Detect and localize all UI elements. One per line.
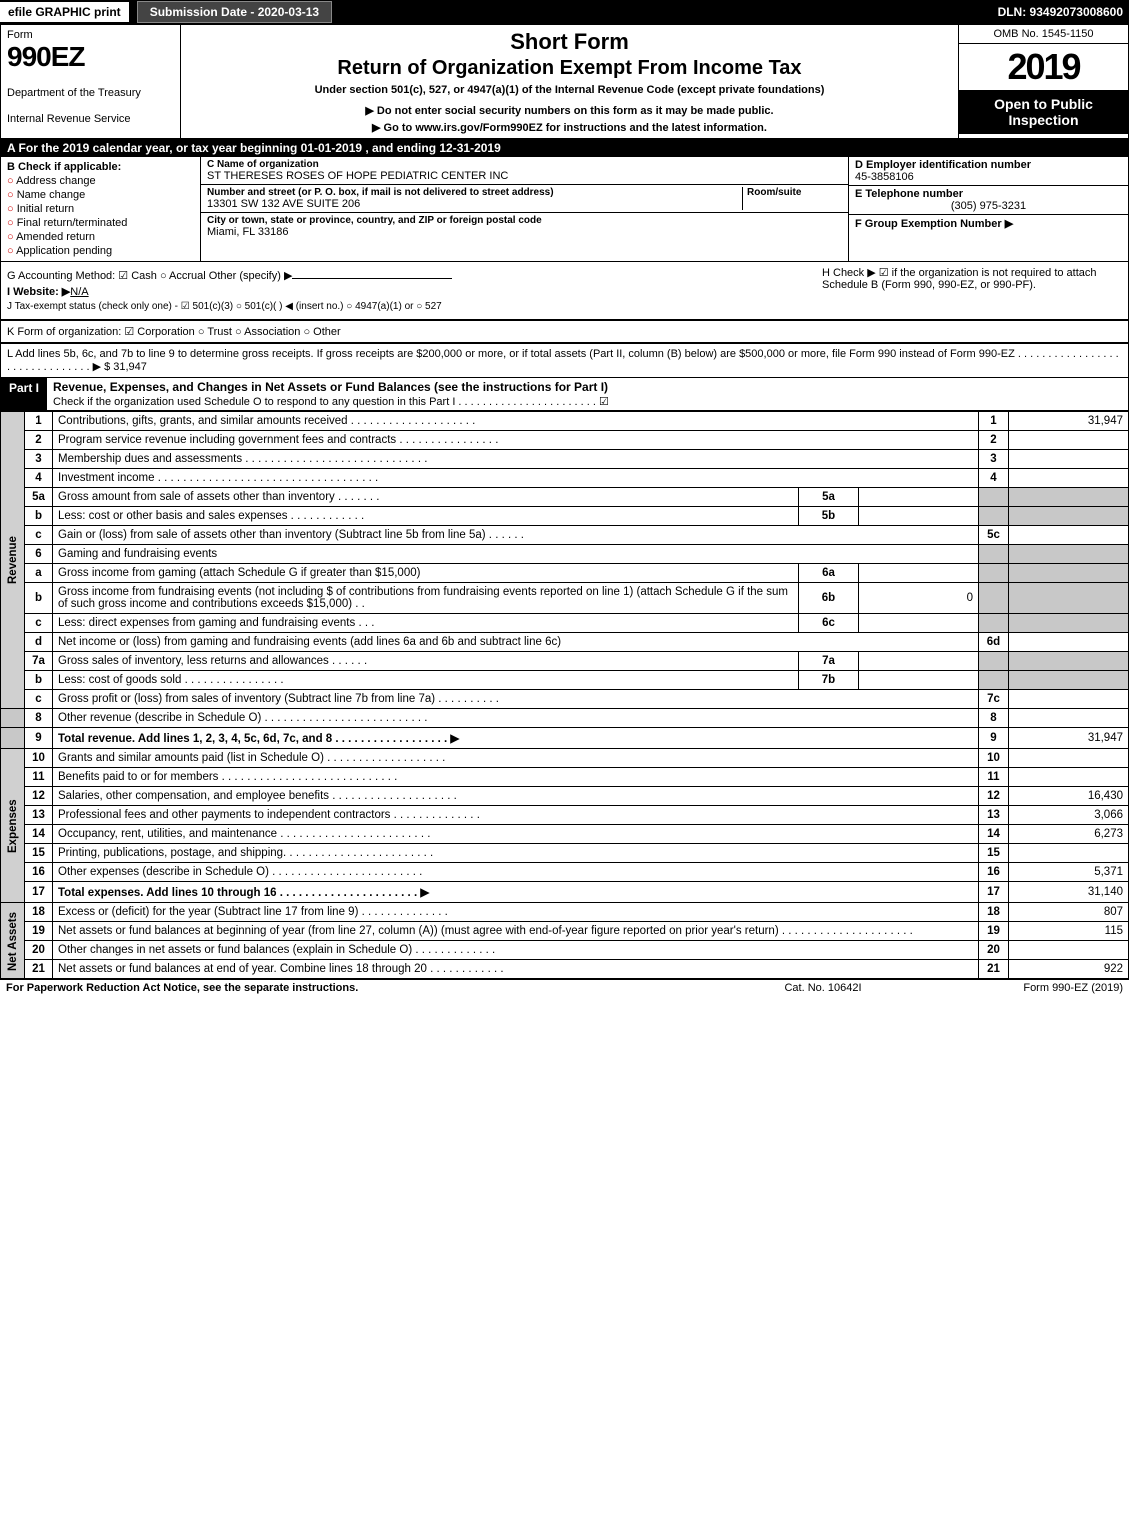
header-right: OMB No. 1545-1150 2019 Open to Public In… (958, 25, 1128, 138)
submission-date: Submission Date - 2020-03-13 (137, 1, 332, 23)
dln: DLN: 93492073008600 (998, 5, 1129, 19)
amt: 31,947 (1009, 412, 1129, 431)
footer-left: For Paperwork Reduction Act Notice, see … (6, 982, 723, 994)
label-group-exemption: F Group Exemption Number ▶ (855, 217, 1122, 230)
table-row: aGross income from gaming (attach Schedu… (1, 564, 1129, 583)
chk-name-change[interactable]: Name change (7, 189, 194, 201)
table-row: Expenses 10Grants and similar amounts pa… (1, 749, 1129, 768)
side-expenses: Expenses (1, 749, 25, 903)
under-section: Under section 501(c), 527, or 4947(a)(1)… (189, 84, 950, 96)
row-h: H Check ▶ ☑ if the organization is not r… (822, 266, 1122, 291)
rows-g-l: H Check ▶ ☑ if the organization is not r… (0, 262, 1129, 320)
table-row: 11Benefits paid to or for members . . . … (1, 768, 1129, 787)
table-row: cGross profit or (loss) from sales of in… (1, 690, 1129, 709)
table-row: cGain or (loss) from sale of assets othe… (1, 526, 1129, 545)
form-label: Form (7, 29, 174, 41)
part1-label: Part I (1, 378, 47, 410)
col-b-checkboxes: B Check if applicable: Address change Na… (1, 157, 201, 261)
table-row: bGross income from fundraising events (n… (1, 583, 1129, 614)
desc: Contributions, gifts, grants, and simila… (53, 412, 979, 431)
chk-final-return[interactable]: Final return/terminated (7, 217, 194, 229)
label-ein: D Employer identification number (855, 159, 1122, 171)
table-row: 8Other revenue (describe in Schedule O) … (1, 709, 1129, 728)
part1-sub: Check if the organization used Schedule … (53, 396, 609, 408)
open-to-public: Open to Public Inspection (959, 90, 1128, 134)
ln: 1 (25, 412, 53, 431)
table-row: 19Net assets or fund balances at beginni… (1, 922, 1129, 941)
table-row: 16Other expenses (describe in Schedule O… (1, 863, 1129, 882)
footer-form: Form 990-EZ (2019) (923, 982, 1123, 994)
topbar: efile GRAPHIC print Submission Date - 20… (0, 0, 1129, 24)
footer-cat: Cat. No. 10642I (723, 982, 923, 994)
table-row: 4Investment income . . . . . . . . . . .… (1, 469, 1129, 488)
table-row: 21Net assets or fund balances at end of … (1, 960, 1129, 979)
col-d-ids: D Employer identification number 45-3858… (848, 157, 1128, 261)
table-row: 3Membership dues and assessments . . . .… (1, 450, 1129, 469)
label-phone: E Telephone number (855, 188, 1122, 200)
table-row: 2Program service revenue including gover… (1, 431, 1129, 450)
table-row: dNet income or (loss) from gaming and fu… (1, 633, 1129, 652)
form-header: Form 990EZ Department of the Treasury In… (0, 24, 1129, 139)
note-ssn: ▶ Do not enter social security numbers o… (189, 104, 950, 117)
label-city: City or town, state or province, country… (207, 215, 842, 226)
table-row: cLess: direct expenses from gaming and f… (1, 614, 1129, 633)
side-revenue: Revenue (1, 412, 25, 709)
org-address: 13301 SW 132 AVE SUITE 206 (207, 198, 742, 210)
table-row: 20Other changes in net assets or fund ba… (1, 941, 1129, 960)
efile-button[interactable]: efile GRAPHIC print (0, 2, 129, 22)
table-row: bLess: cost of goods sold . . . . . . . … (1, 671, 1129, 690)
table-row: bLess: cost or other basis and sales exp… (1, 507, 1129, 526)
phone: (305) 975-3231 (855, 200, 1122, 212)
chk-application-pending[interactable]: Application pending (7, 245, 194, 257)
nc: 1 (979, 412, 1009, 431)
row-l: L Add lines 5b, 6c, and 7b to line 9 to … (0, 343, 1129, 378)
org-info-block: B Check if applicable: Address change Na… (0, 157, 1129, 262)
chk-amended-return[interactable]: Amended return (7, 231, 194, 243)
header-mid: Short Form Return of Organization Exempt… (181, 25, 958, 138)
table-row: 14Occupancy, rent, utilities, and mainte… (1, 825, 1129, 844)
table-row: 5aGross amount from sale of assets other… (1, 488, 1129, 507)
part1-table: Revenue 1Contributions, gifts, grants, a… (0, 411, 1129, 979)
table-row: 15Printing, publications, postage, and s… (1, 844, 1129, 863)
form-number: 990EZ (7, 41, 174, 73)
omb-number: OMB No. 1545-1150 (959, 25, 1128, 44)
short-form-title: Short Form (189, 29, 950, 55)
side-netassets: Net Assets (1, 903, 25, 979)
chk-address-change[interactable]: Address change (7, 175, 194, 187)
ein: 45-3858106 (855, 171, 1122, 183)
org-name: ST THERESES ROSES OF HOPE PEDIATRIC CENT… (207, 170, 842, 182)
table-row: 17Total expenses. Add lines 10 through 1… (1, 882, 1129, 903)
table-row: 7aGross sales of inventory, less returns… (1, 652, 1129, 671)
b-title: B Check if applicable: (7, 161, 194, 173)
table-row: 12Salaries, other compensation, and empl… (1, 787, 1129, 806)
org-city: Miami, FL 33186 (207, 226, 842, 238)
dept-irs: Internal Revenue Service (7, 113, 174, 125)
table-row: Revenue 1Contributions, gifts, grants, a… (1, 412, 1129, 431)
part1-header: Part I Revenue, Expenses, and Changes in… (0, 378, 1129, 411)
table-row: 6Gaming and fundraising events (1, 545, 1129, 564)
header-left: Form 990EZ Department of the Treasury In… (1, 25, 181, 138)
table-row: 13Professional fees and other payments t… (1, 806, 1129, 825)
page-footer: For Paperwork Reduction Act Notice, see … (0, 979, 1129, 996)
part1-title: Revenue, Expenses, and Changes in Net As… (47, 378, 1128, 410)
table-row: 9Total revenue. Add lines 1, 2, 3, 4, 5c… (1, 728, 1129, 749)
table-row: Net Assets 18Excess or (deficit) for the… (1, 903, 1129, 922)
row-j: J Tax-exempt status (check only one) - ☑… (7, 301, 1122, 312)
dept-treasury: Department of the Treasury (7, 87, 174, 99)
label-address: Number and street (or P. O. box, if mail… (207, 187, 742, 198)
label-c-name: C Name of organization (207, 159, 842, 170)
row-a-period: A For the 2019 calendar year, or tax yea… (0, 139, 1129, 157)
tax-year: 2019 (959, 44, 1128, 90)
chk-initial-return[interactable]: Initial return (7, 203, 194, 215)
label-room: Room/suite (747, 187, 842, 198)
row-k: K Form of organization: ☑ Corporation ○ … (0, 320, 1129, 343)
col-c-org: C Name of organization ST THERESES ROSES… (201, 157, 848, 261)
note-link: ▶ Go to www.irs.gov/Form990EZ for instru… (189, 121, 950, 134)
return-title: Return of Organization Exempt From Incom… (189, 57, 950, 80)
